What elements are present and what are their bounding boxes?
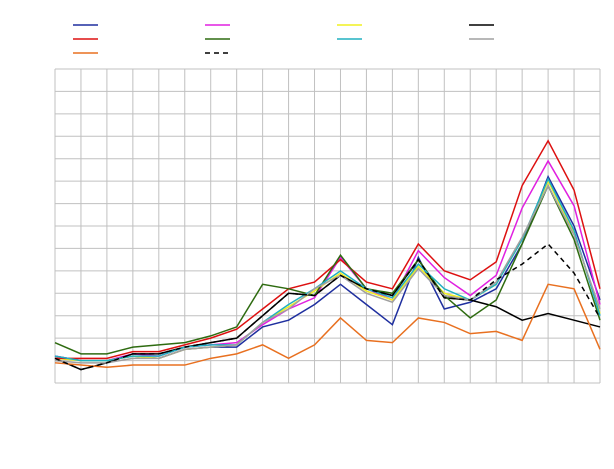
series-line <box>55 139 601 360</box>
series-line <box>54 159 601 362</box>
series-line <box>54 174 601 362</box>
series-line <box>54 183 601 355</box>
series-line <box>54 183 601 364</box>
series-line <box>54 242 601 371</box>
series-line <box>54 177 601 362</box>
series-line <box>54 283 601 369</box>
